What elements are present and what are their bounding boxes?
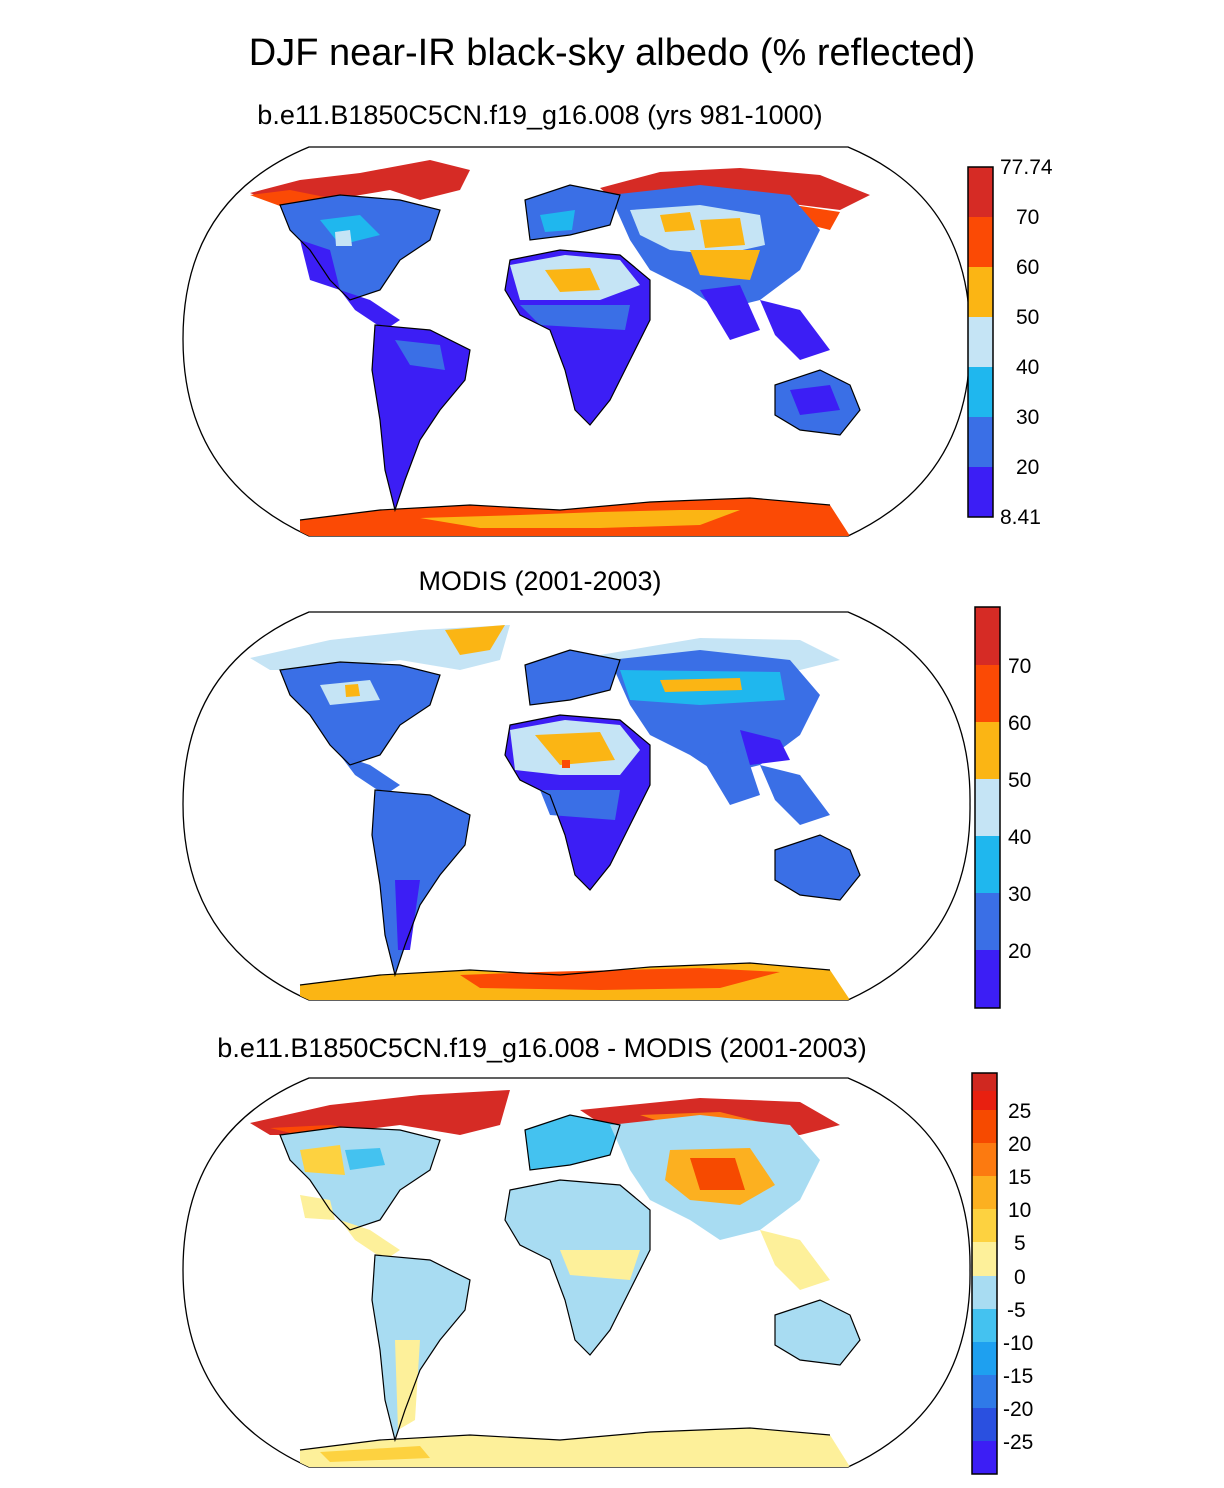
colorbar-2-label: 60 xyxy=(1008,712,1031,735)
colorbar-3-bin-6 xyxy=(972,1276,997,1309)
south-america-region xyxy=(372,325,470,510)
colorbar-2-bin-3 xyxy=(975,836,1000,893)
colorbar-3-bin-5 xyxy=(972,1309,997,1342)
colorbar-1-label: 70 xyxy=(1016,206,1039,229)
colorbar-2-bin-4 xyxy=(975,779,1000,836)
colorbar-3-label: -25 xyxy=(1003,1431,1033,1454)
panel-2-title: MODIS (2001-2003) xyxy=(418,566,662,596)
colorbar-2-bin-5 xyxy=(975,722,1000,779)
map-panel-1 xyxy=(182,146,994,537)
colorbar-2-label: 70 xyxy=(1008,655,1031,678)
antarctica-region xyxy=(300,1428,850,1467)
colorbar-1-label: 40 xyxy=(1016,356,1039,379)
arctic-region xyxy=(250,1090,510,1135)
colorbar-3-bin-9 xyxy=(972,1176,997,1209)
south-america-region xyxy=(372,790,470,975)
colorbar-3-label: 15 xyxy=(1008,1166,1031,1189)
colorbar-1-label: 8.41 xyxy=(1000,506,1041,529)
colorbar-2 xyxy=(974,606,1001,1009)
colorbar-3-bin-11 xyxy=(972,1110,997,1143)
map-panel-3 xyxy=(182,1072,998,1475)
north-america-region xyxy=(280,662,440,765)
colorbar-1-label: 50 xyxy=(1016,306,1039,329)
colorbar-2-labels: 20 30 40 50 60 70 xyxy=(1008,655,1031,963)
colorbar-3-label: 10 xyxy=(1008,1199,1031,1222)
colorbar-1-bin-4 xyxy=(968,317,993,367)
arctic-region xyxy=(250,625,510,670)
panel-1-title: b.e11.B1850C5CN.f19_g16.008 (yrs 981-100… xyxy=(257,100,823,130)
colorbar-3-bin-7 xyxy=(972,1242,997,1276)
figure-title: DJF near-IR black-sky albedo (% reflecte… xyxy=(248,32,976,74)
colorbar-3-label: -15 xyxy=(1003,1365,1033,1388)
colorbar-1-bin-2 xyxy=(968,417,993,467)
colorbar-1-label: 30 xyxy=(1016,406,1039,429)
north-america-region xyxy=(280,195,440,300)
colorbar-1-labels: 8.41 20 30 40 50 60 70 77.74 xyxy=(1000,156,1053,529)
colorbar-3-bin-3 xyxy=(972,1375,997,1408)
colorbar-2-bin-6 xyxy=(975,665,1000,722)
colorbar-3-label: 5 xyxy=(1014,1232,1026,1255)
colorbar-2-label: 20 xyxy=(1008,940,1031,963)
colorbar-2-label: 50 xyxy=(1008,769,1031,792)
colorbar-2-bin-1 xyxy=(975,950,1000,1008)
colorbar-3-bin-4 xyxy=(972,1342,997,1375)
colorbar-3 xyxy=(971,1072,998,1475)
south-america-region xyxy=(372,1255,470,1440)
colorbar-3-label: -20 xyxy=(1003,1398,1033,1421)
colorbar-3-label: -5 xyxy=(1007,1299,1026,1322)
colorbar-1 xyxy=(967,166,994,518)
colorbar-3-labels: -25 -20 -15 -10 -5 0 5 10 15 20 25 xyxy=(1003,1100,1033,1454)
colorbar-2-label: 30 xyxy=(1008,883,1031,906)
panel-3-title: b.e11.B1850C5CN.f19_g16.008 - MODIS (200… xyxy=(217,1033,867,1063)
colorbar-3-label: 0 xyxy=(1014,1266,1026,1289)
colorbar-1-bin-1 xyxy=(968,467,993,517)
colorbar-1-label: 20 xyxy=(1016,456,1039,479)
australia-region xyxy=(775,835,860,900)
map-panel-2 xyxy=(182,606,1001,1009)
colorbar-3-label: 25 xyxy=(1008,1100,1031,1123)
europe-region xyxy=(525,650,620,705)
colorbar-2-bin-2 xyxy=(975,893,1000,950)
colorbar-1-label: 60 xyxy=(1016,256,1039,279)
colorbar-1-bin-5 xyxy=(968,267,993,317)
colorbar-3-label: 20 xyxy=(1008,1133,1031,1156)
colorbar-3-bin-2 xyxy=(972,1408,997,1441)
colorbar-3-bin-1 xyxy=(972,1441,997,1474)
colorbar-3-bin-8 xyxy=(972,1209,997,1242)
colorbar-3-bin-13 xyxy=(972,1073,997,1091)
colorbar-2-bin-7 xyxy=(975,607,1000,665)
colorbar-1-bin-3 xyxy=(968,367,993,417)
europe-region xyxy=(525,1115,620,1170)
colorbar-2-label: 40 xyxy=(1008,826,1031,849)
australia-region xyxy=(775,1300,860,1365)
colorbar-3-bin-10 xyxy=(972,1143,997,1176)
colorbar-3-bin-12 xyxy=(972,1091,997,1110)
colorbar-1-bin-6 xyxy=(968,217,993,267)
colorbar-3-label: -10 xyxy=(1003,1332,1033,1355)
colorbar-1-bin-7 xyxy=(968,167,993,217)
colorbar-1-label: 77.74 xyxy=(1000,156,1053,179)
